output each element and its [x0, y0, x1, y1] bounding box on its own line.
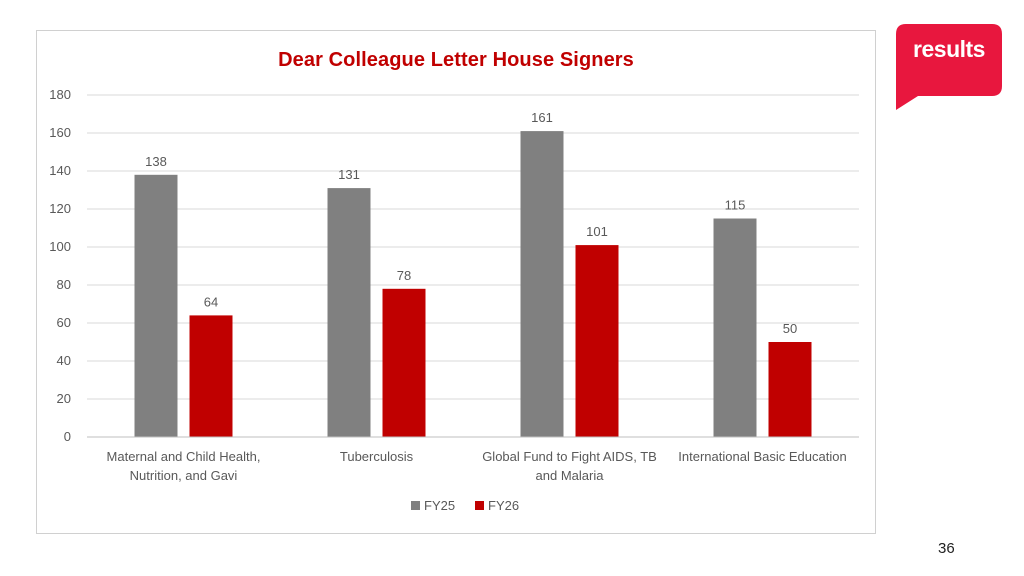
page-number: 36 [938, 540, 955, 557]
y-tick-label: 100 [49, 239, 71, 254]
bar-fy26 [575, 245, 619, 437]
data-label: 115 [725, 198, 746, 213]
data-label: 131 [338, 167, 360, 182]
legend-swatch-fy26 [475, 501, 484, 510]
bar-fy26 [382, 288, 426, 437]
logo-speech-bubble-icon [896, 24, 1002, 110]
x-tick-label-line: Global Fund to Fight AIDS, TB [482, 449, 657, 464]
y-tick-label: 140 [49, 163, 71, 178]
x-tick-label-line: and Malaria [536, 468, 605, 483]
x-tick-label-line: International Basic Education [678, 449, 846, 464]
y-tick-label: 60 [57, 315, 71, 330]
y-tick-label: 20 [57, 391, 71, 406]
x-tick-label: Global Fund to Fight AIDS, TB and Malaria [482, 449, 657, 483]
legend-swatch-fy25 [411, 501, 420, 510]
x-tick-label-line: Nutrition, and Gavi [130, 468, 238, 483]
bar-fy25 [520, 131, 564, 437]
data-label: 101 [586, 224, 608, 239]
x-tick-label: Tuberculosis [340, 449, 414, 464]
bar-chart: 0 20 40 60 80 100 120 140 160 180 138 64 Maternal an… [49, 87, 859, 513]
y-tick-label: 80 [57, 277, 71, 292]
y-tick-label: 160 [49, 125, 71, 140]
y-tick-label: 120 [49, 201, 71, 216]
bar-fy26 [768, 342, 812, 437]
y-tick-label: 180 [49, 87, 71, 102]
bar-fy25 [134, 174, 178, 438]
data-label: 138 [145, 154, 167, 169]
x-tick-label: Maternal and Child Health, Nutrition, and… [107, 449, 261, 483]
chart-frame: Dear Colleague Letter House Signers 0 20 4… [36, 30, 876, 534]
y-tick-label: 0 [64, 429, 71, 444]
chart-title: Dear Colleague Letter House Signers [278, 49, 634, 71]
data-label: 78 [397, 268, 411, 283]
logo-text: results [913, 36, 985, 62]
bar-fy26 [189, 315, 233, 437]
data-label: 50 [783, 321, 797, 336]
bar-fy25 [327, 188, 371, 437]
results-logo: results [896, 24, 1002, 110]
legend-label: FY26 [488, 498, 519, 513]
y-tick-label: 40 [57, 353, 71, 368]
x-tick-label: International Basic Education [678, 449, 846, 464]
legend-label: FY25 [424, 498, 455, 513]
bar-fy25 [713, 218, 757, 437]
data-label: 64 [204, 294, 218, 309]
x-tick-label-line: Maternal and Child Health, [107, 449, 261, 464]
x-tick-label-line: Tuberculosis [340, 449, 414, 464]
data-label: 161 [531, 110, 553, 125]
